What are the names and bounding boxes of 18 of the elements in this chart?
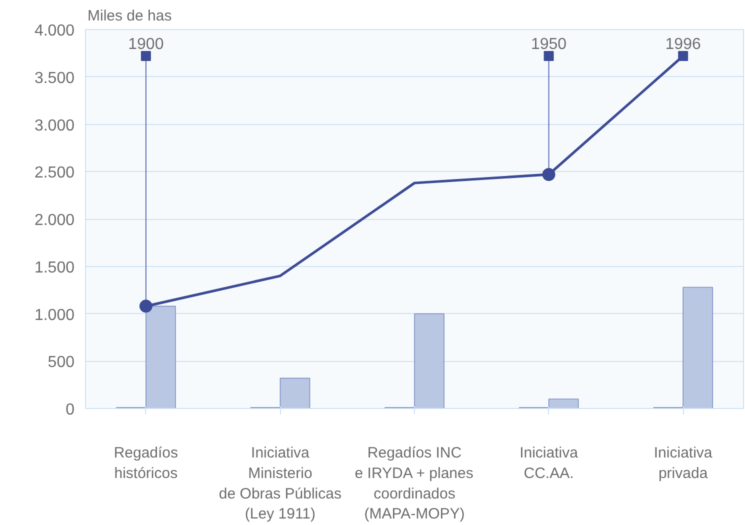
x-tick-label: Iniciativa Ministerio de Obras Públicas (Ley 1911): [218, 444, 342, 523]
y-tick-label: 3.500: [34, 70, 75, 87]
x-tick-label: Iniciativa CC.AA.: [520, 444, 579, 482]
annotation: 1950: [530, 36, 567, 54]
x-tick-label: Iniciativa privada: [654, 444, 713, 482]
y-tick-label: 2.000: [34, 212, 75, 229]
y-tick-label: 4.000: [34, 22, 75, 40]
y-tick-label: 500: [48, 354, 75, 372]
x-tick-label: Regadíos INC e IRYDA + planes coordinados (MAPA-MOPY): [354, 444, 474, 523]
x-tick-label: Regadíos históricos: [114, 444, 178, 482]
y-tick-label: 3.000: [34, 117, 75, 134]
y-axis-title: Miles de has: [88, 8, 172, 24]
y-tick-label: 1.000: [34, 306, 75, 324]
annotation: 1996: [665, 36, 701, 54]
y-tick-label: 2.500: [34, 164, 75, 182]
y-tick-label: 0: [66, 402, 75, 418]
y-tick-label: 1.500: [34, 259, 75, 276]
annotation: 1900: [128, 36, 164, 54]
